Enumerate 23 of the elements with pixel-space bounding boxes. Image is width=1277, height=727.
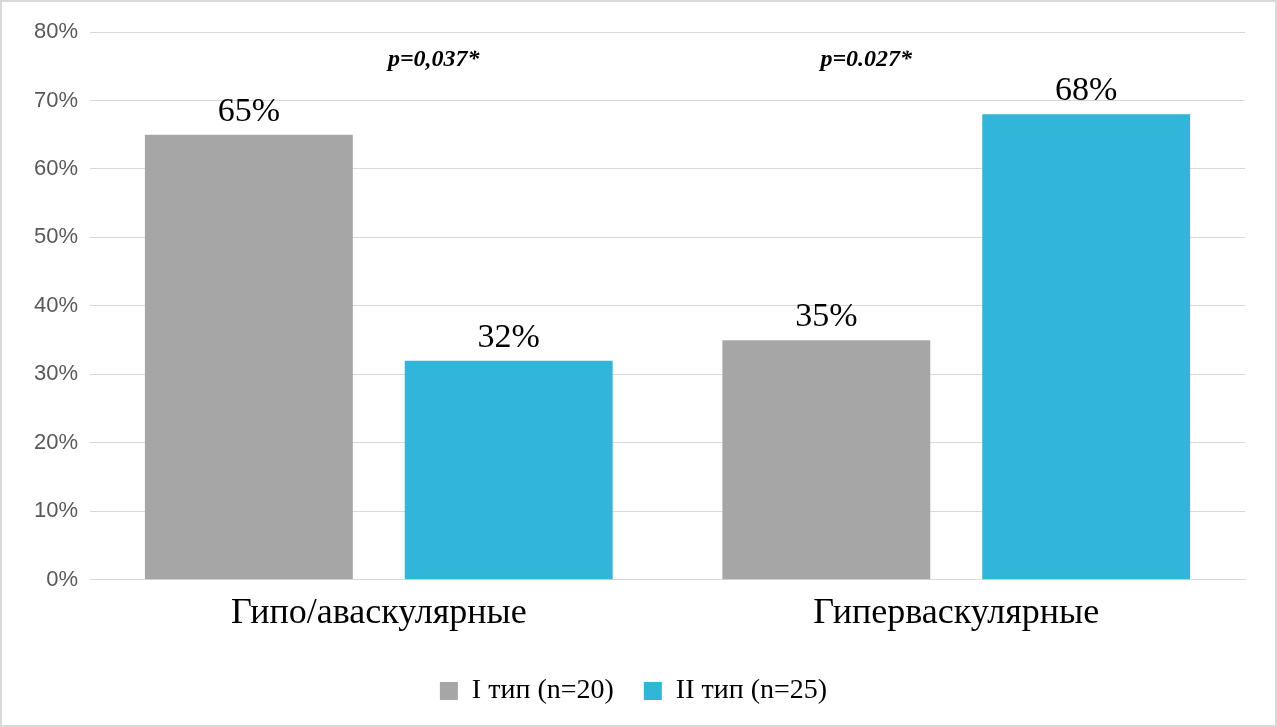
data-label: 65%: [217, 90, 280, 128]
legend-label: I тип (n=20): [471, 673, 614, 705]
y-tick-label: 80%: [33, 18, 79, 44]
y-tick-label: 40%: [33, 291, 79, 317]
bar: [982, 114, 1191, 580]
annotation: p=0,037*: [385, 45, 481, 72]
data-label: 32%: [477, 316, 540, 354]
data-label: 35%: [795, 296, 858, 334]
y-tick-label: 30%: [33, 360, 79, 386]
bar: [722, 340, 931, 580]
data-label: 68%: [1055, 70, 1118, 108]
y-tick-label: 0%: [46, 565, 79, 591]
bar: [144, 134, 353, 580]
y-tick-label: 60%: [33, 155, 79, 181]
y-tick-label: 20%: [33, 428, 79, 454]
y-tick-label: 10%: [33, 497, 79, 523]
y-tick-label: 70%: [33, 86, 79, 112]
annotation: p=0.027*: [818, 45, 914, 72]
legend-label: II тип (n=25): [675, 673, 828, 705]
x-tick-label: Гиперваскулярные: [813, 590, 1100, 631]
x-tick-label: Гипо/аваскулярные: [230, 590, 527, 631]
bar: [404, 360, 613, 580]
y-tick-label: 50%: [33, 223, 79, 249]
